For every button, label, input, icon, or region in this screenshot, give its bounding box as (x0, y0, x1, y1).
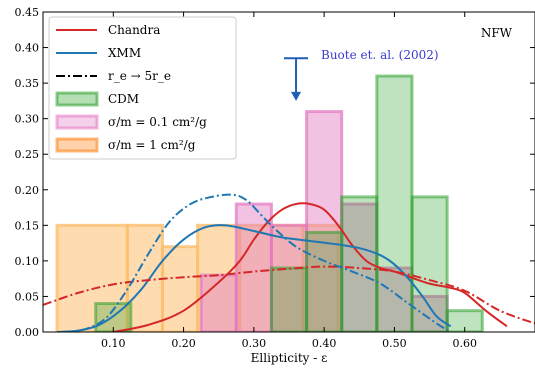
y-tick-label: 0.05 (15, 290, 40, 303)
hist-bar (55, 223, 129, 332)
histogram-0 (55, 223, 340, 332)
legend-label-sidm1: σ/m = 1 cm²/g (108, 138, 196, 152)
hist-bar (375, 74, 414, 332)
y-tick-label: 0.20 (15, 184, 40, 197)
legend-label-re: r_e → 5r_e (108, 69, 171, 83)
x-tick-label: 0.40 (312, 337, 337, 350)
axes: 0.10 0.20 0.30 0.40 0.50 0.60 0.00 0.05 0.10 0.15… (15, 6, 535, 350)
x-tick-label: 0.20 (171, 337, 196, 350)
legend: Chandra XMM r_e → 5r_e CDM σ/m = 0.1 cm²/g σ/… (48, 16, 237, 160)
buote-annotation-label: Buote et. al. (2002) (321, 48, 439, 62)
legend-label-sidm01: σ/m = 0.1 cm²/g (108, 115, 207, 129)
histogram-2 (94, 74, 484, 332)
x-tick-label: 0.10 (101, 337, 126, 350)
y-tick-label: 0.35 (15, 77, 40, 90)
curve-layer (43, 193, 535, 332)
y-tick-label: 0.00 (15, 326, 40, 339)
y-tick-label: 0.30 (15, 113, 40, 126)
x-axis-label: Ellipticity - ε (251, 351, 328, 365)
hist-bar (269, 266, 309, 332)
hist-bar (199, 273, 238, 332)
series-line-3 (63, 193, 452, 332)
x-tick-label: 0.30 (242, 337, 267, 350)
x-tick-label: 0.50 (382, 337, 407, 350)
x-tick-label: 0.60 (452, 337, 477, 350)
legend-swatch-cdm (55, 91, 99, 107)
hist-bar (305, 230, 344, 332)
corner-label: NFW (481, 26, 513, 40)
annotation-layer (284, 57, 309, 101)
legend-label-cdm: CDM (108, 92, 139, 106)
legend-swatch-sidm01 (55, 114, 99, 130)
hist-bar (410, 195, 449, 332)
y-tick-label: 0.15 (15, 219, 40, 232)
legend-label-xmm: XMM (108, 46, 141, 60)
y-tick-label: 0.40 (15, 42, 40, 55)
series-line-1 (56, 224, 452, 332)
legend-label-chandra: Chandra (108, 23, 160, 37)
hist-bar (234, 202, 273, 332)
y-tick-label: 0.25 (15, 148, 40, 161)
hist-bar (305, 110, 344, 332)
y-tick-label: 0.10 (15, 255, 40, 268)
arrow-down-icon (291, 91, 302, 101)
plot-frame (42, 11, 535, 333)
series-line-0 (113, 202, 508, 332)
y-tick-label: 0.45 (15, 6, 40, 19)
legend-swatch-sidm1 (55, 137, 99, 153)
histogram-layer (55, 74, 484, 332)
